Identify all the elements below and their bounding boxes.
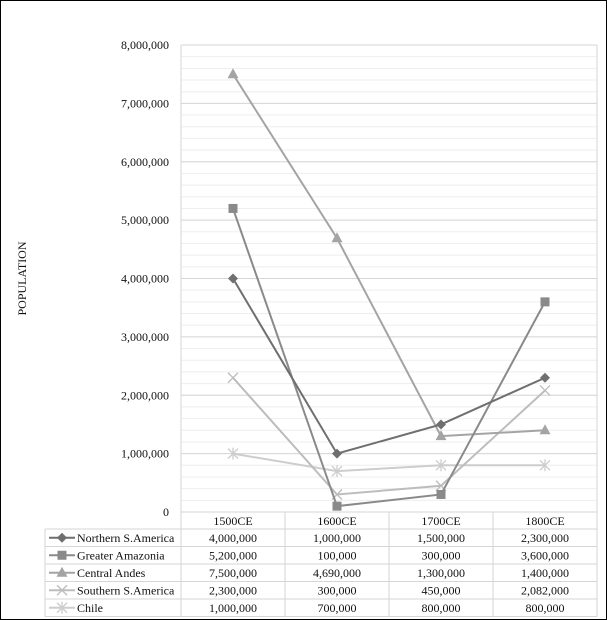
table-cell: 1,400,000: [521, 566, 569, 580]
series-line: [232, 73, 546, 438]
table-cell: 3,600,000: [521, 548, 569, 562]
legend-label: Southern S.America: [77, 583, 175, 597]
y-tick-label: 0: [163, 505, 169, 519]
series-central-andes: [227, 68, 551, 441]
table-cell: 1,000,000: [313, 531, 361, 545]
legend-label: Chile: [77, 601, 103, 615]
series-line: [232, 377, 546, 496]
table-cell: 7,500,000: [209, 566, 257, 580]
table-cell: 300,000: [318, 583, 357, 597]
table-row: Greater Amazonia 5,200,000 100,000 300,000 3…: [49, 548, 569, 562]
diamond-marker: [332, 448, 342, 459]
table-cell: 800,000: [526, 601, 565, 615]
legend-label: Central Andes: [77, 566, 146, 580]
y-tick-label: 2,000,000: [121, 388, 169, 402]
x-marker: [56, 584, 68, 596]
y-tick-label: 7,000,000: [121, 96, 169, 110]
y-axis-label: POPULATION: [15, 241, 29, 315]
asterisk-marker: [435, 459, 447, 472]
x-marker: [227, 372, 239, 384]
table-row: Chile 1,000,000 700,000 800,000 800,000: [49, 601, 565, 615]
triangle-marker: [331, 232, 343, 243]
table-cell: 2,300,000: [209, 583, 257, 597]
asterisk-marker: [331, 465, 343, 478]
square-marker: [228, 203, 238, 213]
table-cell: 2,300,000: [521, 531, 569, 545]
triangle-marker: [227, 68, 239, 79]
table-cell: 1,000,000: [209, 601, 257, 615]
square-marker: [540, 297, 550, 307]
y-tick-label: 5,000,000: [121, 213, 169, 227]
table-cell: 1,300,000: [417, 566, 465, 580]
triangle-marker: [56, 566, 68, 577]
table-cell: 5,200,000: [209, 548, 257, 562]
y-tick-label: 4,000,000: [121, 272, 169, 286]
series-northern-s-america: [228, 273, 550, 459]
square-marker: [436, 489, 446, 499]
legend-label: Northern S.America: [77, 531, 175, 545]
table-cell: 700,000: [318, 601, 357, 615]
legend-label: Greater Amazonia: [77, 548, 165, 562]
table-row: Southern S.America 2,300,000 300,000 450,00…: [49, 583, 569, 597]
table-cell: 1,500,000: [417, 531, 465, 545]
series-southern-s-america: [227, 372, 551, 500]
asterisk-marker: [56, 601, 68, 614]
category-label: 1500CE: [213, 514, 252, 528]
y-tick-label: 1,000,000: [121, 447, 169, 461]
data-table: 1500CE 1600CE 1700CE 1800CE Northern S.Ameri…: [44, 512, 598, 617]
triangle-marker: [435, 430, 447, 441]
series-line: [232, 208, 546, 508]
square-marker: [332, 501, 342, 511]
asterisk-marker: [227, 447, 239, 460]
category-label: 1700CE: [421, 514, 460, 528]
asterisk-marker: [539, 459, 551, 472]
table-cell: 4,690,000: [313, 566, 361, 580]
square-marker: [57, 550, 67, 560]
y-tick-label: 3,000,000: [121, 330, 169, 344]
diamond-marker: [436, 419, 446, 430]
table-cell: 800,000: [422, 601, 461, 615]
table-row: Northern S.America 4,000,000 1,000,000 1,50…: [49, 531, 569, 545]
table-cell: 300,000: [422, 548, 461, 562]
series-chile: [227, 447, 551, 478]
table-cell: 100,000: [318, 548, 357, 562]
triangle-marker: [539, 424, 551, 435]
category-label: 1600CE: [317, 514, 356, 528]
series-line: [232, 277, 546, 455]
diamond-marker: [540, 372, 550, 383]
category-label: 1800CE: [525, 514, 564, 528]
y-tick-label: 8,000,000: [121, 38, 169, 52]
y-tick-label: 6,000,000: [121, 155, 169, 169]
table-cell: 450,000: [422, 583, 461, 597]
series-line: [232, 452, 545, 473]
series-greater-amazonia: [228, 203, 550, 511]
table-cell: 2,082,000: [521, 583, 569, 597]
table-row: Central Andes 7,500,000 4,690,000 1,300,000…: [49, 566, 569, 580]
diamond-marker: [57, 532, 67, 543]
x-marker: [539, 385, 551, 396]
diamond-marker: [228, 273, 238, 284]
table-cell: 4,000,000: [209, 531, 257, 545]
